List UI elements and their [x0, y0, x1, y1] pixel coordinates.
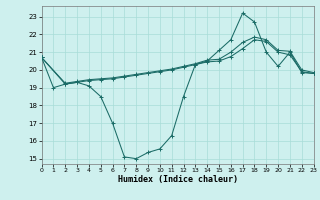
X-axis label: Humidex (Indice chaleur): Humidex (Indice chaleur): [118, 175, 237, 184]
